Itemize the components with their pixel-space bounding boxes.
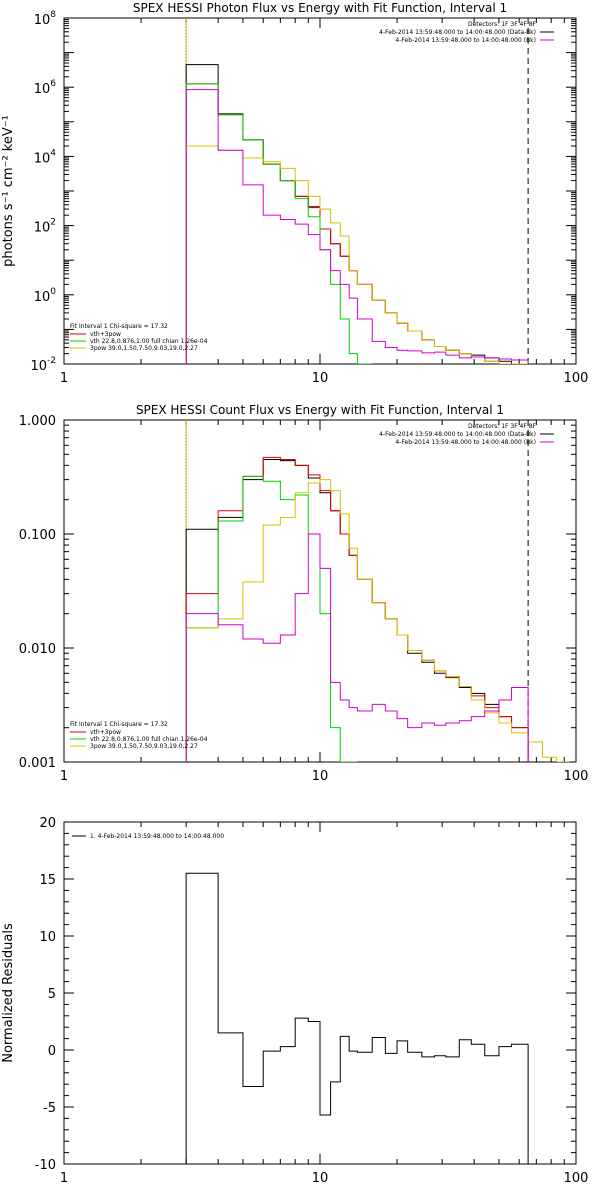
plot-frame xyxy=(63,17,577,365)
y-tick-label: -5 xyxy=(43,1101,56,1116)
y-tick-label: 20 xyxy=(39,816,56,831)
count-flux-panel: SPEX HESSI Count Flux vs Energy with Fit… xyxy=(19,403,589,784)
series-line-4 xyxy=(185,89,529,364)
y-tick-label: 10-2 xyxy=(30,356,56,374)
detectors-label: Detectors: 1F 3F 4F 8F xyxy=(468,21,537,28)
x-tick-label: 10 xyxy=(312,371,329,386)
x-tick-label: 10 xyxy=(312,769,329,784)
series-line-2 xyxy=(185,475,358,762)
residuals-panel: 1 10 100 -10 -5 0 5 10 15 20 Normalized Residuals 1… xyxy=(1,816,588,1186)
x-tick-label: 100 xyxy=(564,769,589,784)
x-tick-label: 100 xyxy=(564,1171,589,1186)
y-tick-label: 0 xyxy=(48,1044,56,1059)
x-tick-label: 1 xyxy=(60,371,68,386)
time-legend-text: 4-Feb-2014 13:59:48.000 to 14:00:48.000 … xyxy=(395,37,536,44)
fit-legend-text: 3pow 39.0,1.50,7.50,9.03,19.0,2.27 xyxy=(90,345,198,352)
chart-title: SPEX HESSI Count Flux vs Energy with Fit… xyxy=(136,403,504,417)
series-line-3 xyxy=(185,479,570,762)
y-tick-label: 0.010 xyxy=(19,642,56,657)
x-tick-label: 1 xyxy=(60,1171,68,1186)
y-tick-label: 5 xyxy=(48,987,56,1002)
y-tick-label: -10 xyxy=(35,1158,56,1173)
fit-legend-text: vth 22.8,0.876,1.00 full chian 1.26e-04 xyxy=(90,338,208,345)
fit-legend-text: vth+3pow xyxy=(90,729,121,736)
detectors-label: Detectors: 1F 3F 4F 8F xyxy=(468,423,537,430)
fit-title: Fit Interval 1 Chi-square = 17.32 xyxy=(70,323,168,330)
fit-legend-text: 3pow 39.0,1.50,7.50,9.03,19.0,2.27 xyxy=(90,743,198,750)
y-tick-label: 106 xyxy=(34,79,57,97)
y-axis-label: Normalized Residuals xyxy=(1,923,16,1063)
y-tick-label: 100 xyxy=(34,287,57,305)
residual-legend-text: 1. 4-Feb-2014 13:59:48.000 to 14:00:48.0… xyxy=(90,833,224,840)
y-tick-label: 108 xyxy=(34,10,57,28)
time-legend-text: 4-Feb-2014 13:59:48.000 to 14:00:48.000 … xyxy=(379,29,536,36)
y-tick-label: 104 xyxy=(34,148,57,166)
fit-title: Fit Interval 1 Chi-square = 17.32 xyxy=(70,721,168,728)
x-tick-label: 100 xyxy=(564,371,589,386)
chart-title: SPEX HESSI Photon Flux vs Energy with Fi… xyxy=(133,1,507,15)
y-tick-label: 0.001 xyxy=(19,756,56,771)
y-tick-label: 1.000 xyxy=(19,414,56,429)
series-line-4 xyxy=(185,533,529,762)
series-line-2 xyxy=(185,83,373,364)
time-legend-text: 4-Feb-2014 13:59:48.000 to 14:00:48.000 … xyxy=(395,439,536,446)
y-tick-label: 10 xyxy=(39,930,56,945)
time-legend-text: 4-Feb-2014 13:59:48.000 to 14:00:48.000 … xyxy=(379,431,536,438)
fit-legend-text: vth+3pow xyxy=(90,331,121,338)
series-line-0 xyxy=(185,872,529,1164)
y-tick-label: 0.100 xyxy=(19,528,56,543)
series-line-1 xyxy=(185,83,529,364)
x-tick-label: 10 xyxy=(312,1171,329,1186)
y-tick-label: 102 xyxy=(34,218,56,236)
y-tick-label: 15 xyxy=(39,873,56,888)
y-axis-label: photons s⁻¹ cm⁻² keV⁻¹ xyxy=(1,115,16,267)
fit-legend-text: vth 22.8,0.876,1.00 full chian 1.26e-04 xyxy=(90,736,208,743)
series-line-3 xyxy=(185,145,529,364)
x-tick-label: 1 xyxy=(60,769,68,784)
photon-flux-panel: SPEX HESSI Photon Flux vs Energy with Fi… xyxy=(1,1,588,386)
